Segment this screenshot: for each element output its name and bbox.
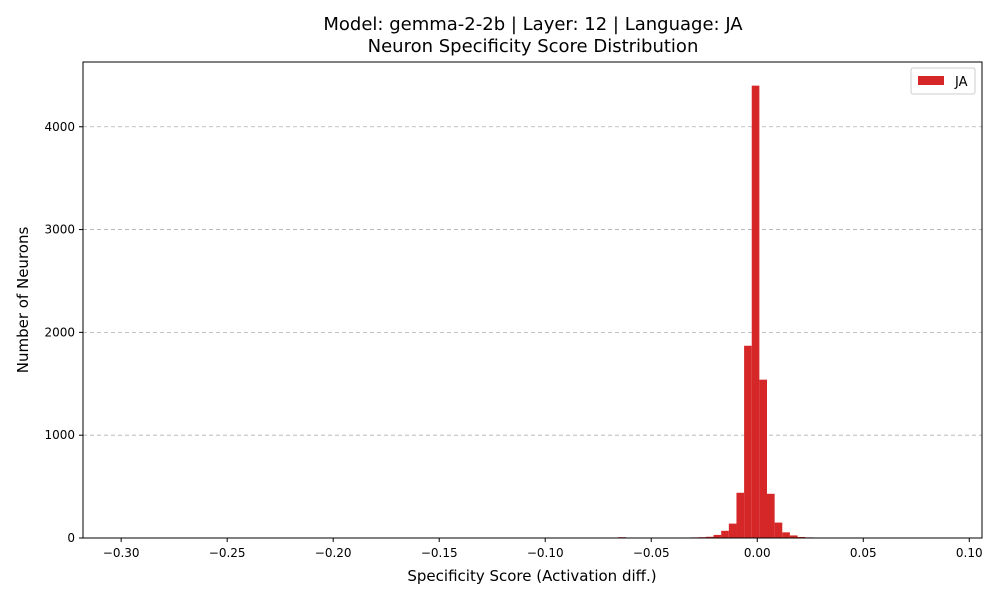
x-tick-label: 0.00 [744, 546, 771, 560]
legend: JA [910, 67, 976, 95]
histogram-bar [728, 523, 737, 538]
legend-swatch [918, 76, 944, 85]
histogram-bars [618, 85, 836, 539]
histogram-bar [751, 85, 760, 539]
legend-label: JA [954, 75, 968, 90]
chart-title: Model: gemma-2-2b | Layer: 12 | Language… [323, 14, 743, 35]
gridlines [83, 126, 982, 436]
histogram-bar [705, 536, 714, 538]
histogram-bar [744, 345, 752, 538]
histogram-bar [767, 493, 775, 538]
x-tick-label: 0.10 [956, 546, 983, 560]
y-tick-label: 1000 [44, 428, 75, 442]
y-tick-label: 4000 [44, 120, 75, 134]
y-tick-label: 2000 [44, 325, 75, 339]
y-axis-ticks: 0 1000 2000 3000 4000 [44, 120, 83, 545]
histogram-bar [721, 530, 729, 538]
histogram-bar [797, 536, 806, 538]
x-tick-label: −0.25 [209, 546, 246, 560]
histogram-bar [759, 379, 768, 538]
histogram-bar [789, 535, 798, 538]
x-axis-ticks: −0.30 −0.25 −0.20 −0.15 −0.10 −0.05 0.00 0.05 0.… [103, 538, 983, 560]
plot-frame [82, 61, 983, 539]
histogram-bar [782, 532, 790, 538]
y-tick-label: 0 [67, 531, 75, 545]
x-tick-label: 0.05 [850, 546, 877, 560]
x-tick-label: −0.15 [421, 546, 458, 560]
x-tick-label: −0.30 [103, 546, 140, 560]
chart-subtitle: Neuron Specificity Score Distribution [368, 36, 699, 57]
x-tick-label: −0.05 [633, 546, 670, 560]
histogram-bar [774, 522, 783, 538]
x-tick-label: −0.10 [527, 546, 564, 560]
x-tick-label: −0.20 [315, 546, 352, 560]
x-axis-label: Specificity Score (Activation diff.) [407, 567, 656, 585]
y-axis-label: Number of Neurons [14, 227, 32, 374]
y-tick-label: 3000 [44, 223, 75, 237]
histogram-bar [713, 534, 722, 538]
histogram-bar [736, 492, 745, 538]
